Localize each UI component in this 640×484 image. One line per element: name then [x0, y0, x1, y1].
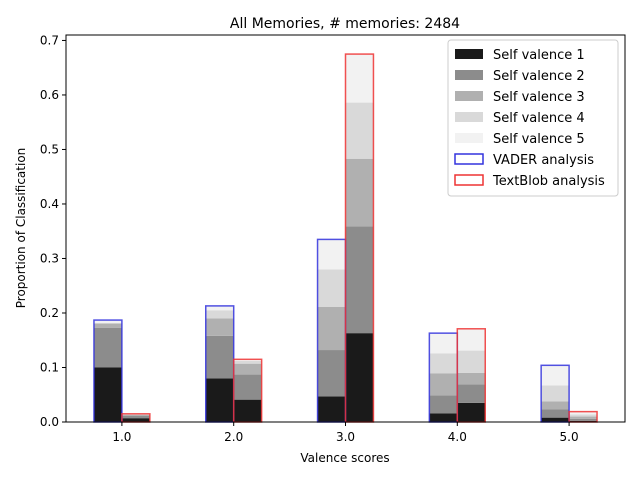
bar-textblob-valence5-x5 — [569, 411, 598, 415]
y-tick-label: 0.3 — [40, 251, 59, 265]
x-axis-label: Valence scores — [300, 451, 389, 465]
bar-textblob-valence4-x3 — [345, 102, 374, 159]
bar-textblob-valence3-x2 — [233, 363, 262, 375]
x-tick-label: 4.0 — [448, 430, 467, 444]
bar-vader-valence2-x4 — [429, 395, 458, 414]
bar-vader-valence1-x5 — [541, 417, 570, 422]
bar-vader-valence4-x4 — [429, 353, 458, 374]
bar-textblob-valence4-x1 — [121, 414, 150, 415]
y-tick-label: 0.5 — [40, 142, 59, 156]
legend-label-valence3: Self valence 3 — [493, 90, 585, 105]
bar-textblob-valence2-x4 — [457, 384, 486, 403]
bar-vader-valence5-x2 — [205, 305, 234, 311]
bar-vader-valence2-x2 — [205, 335, 234, 379]
legend-swatch-vader — [454, 153, 484, 165]
x-tick-label: 3.0 — [336, 430, 355, 444]
bar-vader-valence5-x3 — [317, 239, 346, 270]
legend-label-valence4: Self valence 4 — [493, 111, 585, 126]
bar-textblob-valence4-x2 — [233, 360, 262, 364]
chart-title: All Memories, # memories: 2484 — [230, 16, 460, 32]
x-tick-label: 2.0 — [224, 430, 243, 444]
bar-vader-valence4-x5 — [541, 385, 570, 402]
bar-textblob-valence2-x2 — [233, 374, 262, 400]
bar-textblob-valence3-x1 — [121, 414, 150, 416]
bar-textblob-valence5-x3 — [345, 54, 374, 103]
bar-vader-valence3-x1 — [93, 323, 122, 328]
bar-vader-valence5-x4 — [429, 333, 458, 354]
y-ticks: 0.0 0.1 0.2 0.3 0.4 0.5 0.6 0.7 — [40, 33, 66, 429]
x-tick-label: 1.0 — [112, 430, 131, 444]
bar-textblob-valence1-x2 — [233, 399, 262, 422]
bar-vader-valence1-x4 — [429, 413, 458, 422]
bar-vader-valence5-x5 — [541, 365, 570, 386]
bar-textblob-valence1-x4 — [457, 402, 486, 422]
y-axis-label: Proportion of Classification — [14, 148, 28, 309]
bar-vader-valence3-x4 — [429, 373, 458, 396]
legend-swatch-valence5 — [455, 133, 483, 143]
legend-swatch-valence1 — [455, 49, 483, 59]
legend-label-valence5: Self valence 5 — [493, 132, 585, 147]
legend-label-vader: VADER analysis — [493, 153, 594, 168]
bar-vader-valence1-x3 — [317, 396, 346, 422]
y-tick-label: 0.0 — [40, 415, 59, 429]
bar-vader-valence2-x5 — [541, 409, 570, 418]
bar-textblob-valence1-x3 — [345, 333, 374, 422]
bar-vader-valence1-x1 — [93, 367, 122, 422]
y-tick-label: 0.1 — [40, 360, 59, 374]
legend-swatch-valence4 — [455, 112, 483, 122]
bar-textblob-valence1-x1 — [121, 418, 150, 422]
bar-textblob-valence5-x2 — [233, 359, 262, 361]
legend-swatch-textblob — [454, 174, 484, 186]
bar-vader-valence3-x5 — [541, 401, 570, 410]
legend-swatch-valence2 — [455, 70, 483, 80]
bar-textblob-valence3-x5 — [569, 416, 598, 419]
bar-textblob-valence4-x5 — [569, 414, 598, 417]
y-tick-label: 0.7 — [40, 33, 59, 47]
bar-vader-valence2-x3 — [317, 350, 346, 397]
bar-textblob-valence3-x3 — [345, 158, 374, 227]
bar-vader-valence4-x2 — [205, 310, 234, 319]
x-ticks: 1.0 2.0 3.0 4.0 5.0 — [112, 422, 579, 444]
bar-vader-valence3-x3 — [317, 306, 346, 351]
bar-vader-valence1-x2 — [205, 378, 234, 422]
y-tick-label: 0.6 — [40, 88, 59, 102]
y-tick-label: 0.4 — [40, 197, 59, 211]
bar-textblob-valence4-x4 — [457, 350, 486, 373]
y-tick-label: 0.2 — [40, 306, 59, 320]
legend-box — [447, 39, 619, 197]
legend-label-valence1: Self valence 1 — [493, 48, 585, 63]
legend-swatch-valence3 — [455, 91, 483, 101]
x-tick-label: 5.0 — [560, 430, 579, 444]
bar-vader-valence5-x1 — [93, 320, 122, 324]
bar-vader-valence4-x3 — [317, 269, 346, 307]
bar-textblob-valence2-x3 — [345, 226, 374, 334]
legend-label-textblob: TextBlob analysis — [492, 174, 605, 189]
legend-label-valence2: Self valence 2 — [493, 69, 585, 84]
bar-vader-valence3-x2 — [205, 318, 234, 336]
bar-textblob-valence2-x1 — [121, 416, 150, 419]
bar-textblob-valence2-x5 — [569, 418, 598, 421]
bar-vader-valence2-x1 — [93, 327, 122, 368]
bar-textblob-valence3-x4 — [457, 372, 486, 385]
legend: Self valence 1 Self valence 2 Self valence… — [447, 39, 619, 197]
bar-textblob-valence5-x4 — [457, 328, 486, 351]
